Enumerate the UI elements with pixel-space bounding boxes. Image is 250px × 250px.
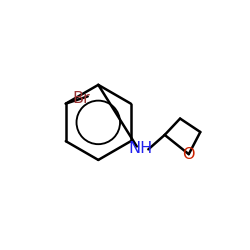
Text: O: O: [182, 147, 195, 162]
Text: NH: NH: [128, 141, 153, 156]
Text: Br: Br: [72, 91, 90, 106]
